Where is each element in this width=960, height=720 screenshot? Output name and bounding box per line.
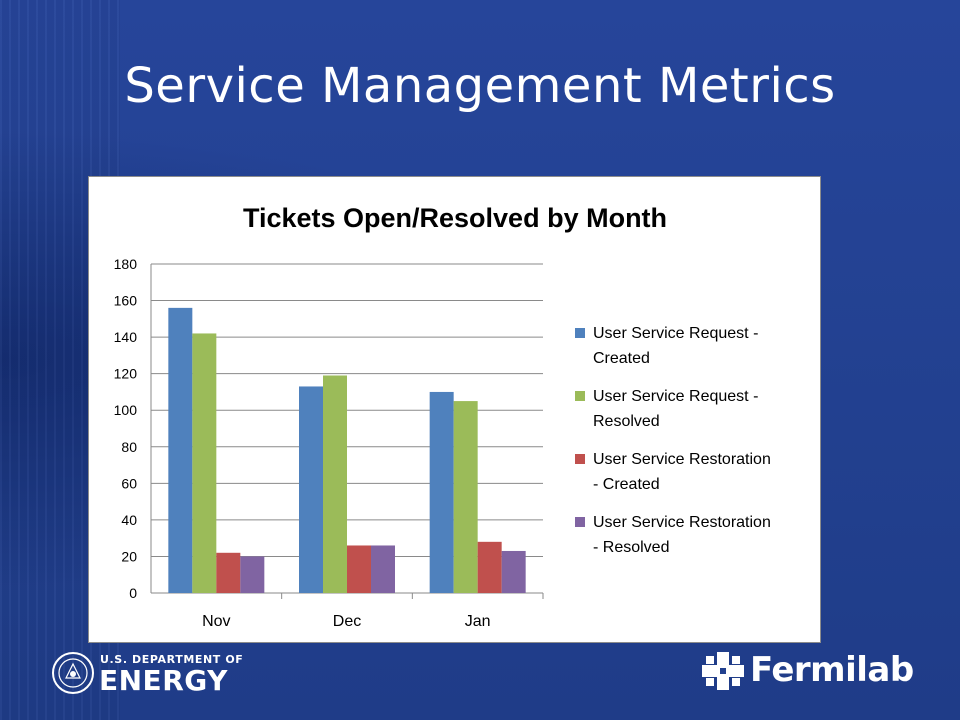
y-tick-label: 160	[114, 293, 138, 309]
bar-nov-series-1	[168, 307, 193, 593]
legend-label: - Resolved	[593, 539, 669, 556]
bar-dec-series-1	[299, 386, 323, 593]
legend-label: User Service Restoration	[593, 451, 771, 468]
legend-label: Created	[593, 350, 650, 367]
legend-swatch-3	[575, 454, 585, 464]
y-tick-label: 140	[114, 329, 138, 345]
fermilab-wordmark: Fermilab	[750, 650, 914, 690]
x-category-label: Jan	[465, 613, 491, 630]
bar-dec-series-3	[347, 545, 371, 593]
legend-label: User Service Request -	[593, 388, 758, 405]
legend-swatch-1	[575, 328, 585, 338]
bar-jan-series-1	[429, 391, 454, 593]
bar-dec-series-4	[371, 545, 395, 593]
y-tick-label: 20	[121, 548, 137, 564]
bar-jan-series-3	[477, 541, 502, 593]
fermilab-logo-icon	[702, 652, 744, 690]
bar-nov-series-3	[216, 552, 241, 593]
legend-label: Resolved	[593, 413, 660, 430]
y-tick-label: 180	[114, 256, 138, 272]
slide-title: Service Management Metrics	[124, 58, 836, 114]
y-tick-label: 80	[121, 439, 137, 455]
chart-title: Tickets Open/Resolved by Month	[243, 203, 667, 233]
y-tick-label: 100	[114, 402, 138, 418]
bar-nov-series-4	[240, 556, 265, 593]
tickets-bar-chart: Tickets Open/Resolved by Month 0 20 40 60 80 1…	[114, 203, 771, 630]
bar-nov-series-2	[192, 333, 217, 593]
y-tick-label: 0	[129, 585, 137, 601]
legend-label: User Service Request -	[593, 325, 758, 342]
legend-swatch-2	[575, 391, 585, 401]
y-tick-label: 120	[114, 366, 138, 382]
legend-swatch-4	[575, 517, 585, 527]
x-category-label: Dec	[333, 613, 361, 630]
doe-label-small: U.S. DEPARTMENT OF	[100, 653, 244, 666]
doe-label-large: ENERGY	[99, 664, 228, 697]
chart-frame: Tickets Open/Resolved by Month 0 20 40 60 80 1…	[88, 176, 821, 643]
doe-seal-icon	[52, 652, 94, 694]
y-tick-label: 40	[121, 512, 137, 528]
bar-jan-series-2	[453, 401, 478, 593]
legend-label: User Service Restoration	[593, 514, 771, 531]
legend-label: - Created	[593, 476, 660, 493]
y-tick-label: 60	[121, 475, 137, 491]
bar-dec-series-2	[323, 375, 347, 593]
x-category-label: Nov	[202, 613, 230, 630]
bar-jan-series-4	[501, 550, 526, 593]
